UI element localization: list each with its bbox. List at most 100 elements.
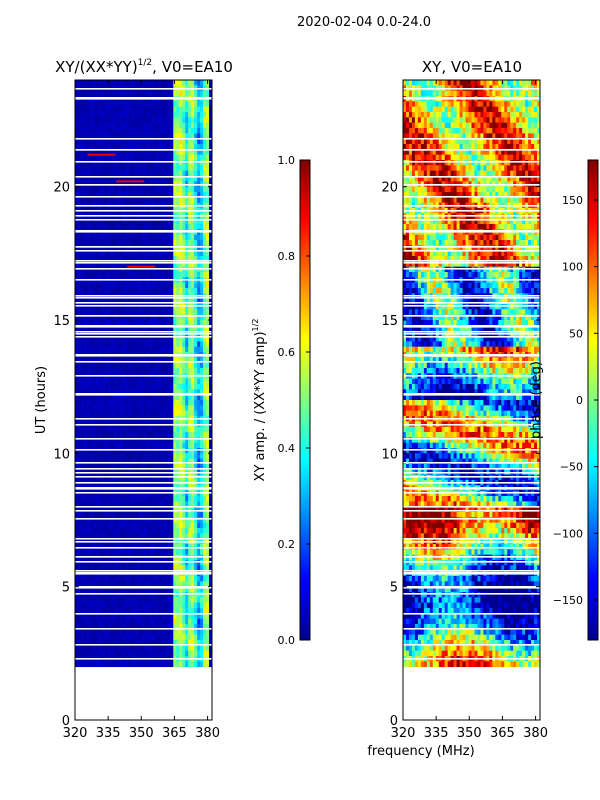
- left-heatmap-cell: [200, 272, 204, 278]
- left-heatmap-cell: [75, 437, 79, 444]
- left-heatmap-cell: [188, 597, 192, 604]
- left-heatmap-cell: [188, 432, 192, 438]
- left-heatmap-cell: [146, 197, 150, 204]
- left-heatmap-cell: [131, 410, 135, 417]
- left-heatmap-cell: [146, 602, 150, 609]
- left-heatmap-cell: [176, 629, 180, 636]
- left-heatmap-cell: [125, 272, 130, 278]
- left-heatmap-cell: [203, 154, 207, 161]
- left-heatmap-cell: [110, 165, 115, 172]
- left-heatmap-cell: [107, 234, 112, 241]
- left-heatmap-cell: [80, 304, 85, 310]
- left-heatmap-cell: [191, 314, 195, 321]
- left-heatmap-cell: [131, 506, 135, 513]
- left-heatmap-cell: [158, 597, 162, 604]
- left-heatmap-cell: [80, 133, 85, 140]
- left-heatmap-cell: [164, 133, 168, 140]
- left-heatmap-cell: [152, 506, 156, 513]
- left-heatmap-cell: [116, 106, 121, 113]
- left-heatmap-cell: [101, 282, 106, 289]
- left-heatmap-cell: [116, 608, 121, 614]
- left-heatmap-cell: [176, 410, 180, 417]
- left-heatmap-cell: [75, 272, 79, 278]
- left-heatmap-cell: [98, 650, 103, 657]
- left-heatmap-cell: [194, 576, 198, 582]
- left-heatmap-cell: [170, 309, 174, 316]
- left-heatmap-cell: [191, 512, 195, 518]
- left-heatmap-cell: [104, 608, 109, 614]
- left-heatmap-cell: [200, 160, 204, 166]
- left-heatmap-cell: [140, 512, 144, 518]
- left-heatmap-cell: [155, 528, 159, 534]
- left-heatmap-cell: [158, 544, 162, 550]
- left-heatmap-cell: [80, 176, 85, 182]
- left-heatmap-cell: [182, 586, 186, 593]
- left-heatmap-cell: [200, 602, 204, 609]
- left-heatmap-cell: [86, 506, 91, 513]
- left-heatmap-cell: [95, 149, 100, 156]
- left-heatmap-cell: [161, 496, 165, 502]
- left-heatmap-cell: [164, 112, 168, 118]
- left-heatmap-cell: [113, 261, 118, 268]
- left-heatmap-cell: [137, 304, 141, 310]
- left-heatmap-cell: [203, 309, 207, 316]
- left-heatmap-cell: [98, 501, 103, 508]
- left-heatmap-cell: [107, 197, 112, 204]
- left-heatmap-cell: [83, 400, 88, 406]
- left-heatmap-cell: [107, 240, 112, 246]
- left-heatmap-cell: [137, 512, 141, 518]
- left-heatmap-cell: [206, 154, 210, 161]
- left-heatmap-cell: [197, 309, 201, 316]
- left-heatmap-cell: [206, 362, 210, 369]
- left-heatmap-cell: [137, 645, 141, 652]
- left-heatmap-cell: [101, 261, 106, 268]
- left-heatmap-cell: [170, 437, 174, 444]
- left-heatmap-cell: [140, 362, 144, 369]
- left-heatmap-cell: [182, 410, 186, 417]
- left-heatmap-cell: [113, 448, 118, 454]
- left-heatmap-cell: [173, 144, 177, 150]
- left-heatmap-cell: [158, 501, 162, 508]
- left-heatmap-cell: [119, 362, 124, 369]
- left-heatmap-cell: [155, 298, 159, 305]
- left-heatmap-cell: [98, 176, 103, 182]
- left-heatmap-cell: [140, 522, 144, 529]
- left-heatmap-cell: [86, 512, 91, 518]
- left-heatmap-cell: [170, 389, 174, 396]
- left-heatmap-cell: [143, 101, 147, 108]
- left-heatmap-cell: [137, 533, 141, 540]
- left-heatmap-cell: [146, 576, 150, 582]
- left-heatmap-cell: [173, 576, 177, 582]
- left-heatmap-cell: [110, 106, 115, 113]
- left-heatmap-cell: [131, 442, 135, 449]
- left-heatmap-cell: [137, 336, 141, 342]
- left-heatmap-cell: [155, 282, 159, 289]
- left-heatmap-cell: [75, 586, 79, 593]
- left-heatmap-cell: [86, 458, 91, 465]
- left-heatmap-cell: [140, 149, 144, 156]
- left-heatmap-cell: [146, 634, 150, 641]
- left-heatmap-cell: [122, 144, 127, 150]
- left-heatmap-cell: [119, 624, 124, 630]
- left-heatmap-cell: [122, 218, 127, 225]
- left-heatmap-cell: [113, 442, 118, 449]
- left-heatmap-cell: [179, 533, 183, 540]
- left-heatmap-cell: [191, 309, 195, 316]
- left-heatmap-cell: [173, 186, 177, 193]
- left-heatmap-cell: [86, 117, 91, 124]
- left-heatmap-cell: [155, 165, 159, 172]
- left-heatmap-cell: [101, 112, 106, 118]
- left-heatmap-cell: [77, 250, 82, 257]
- left-heatmap-cell: [179, 400, 183, 406]
- left-heatmap-cell: [167, 106, 171, 113]
- left-heatmap-cell: [182, 624, 186, 630]
- left-heatmap-cell: [188, 186, 192, 193]
- left-heatmap-cell: [155, 186, 159, 193]
- left-heatmap-cell: [101, 533, 106, 540]
- left-heatmap-cell: [83, 645, 88, 652]
- left-heatmap-cell: [131, 80, 135, 86]
- left-heatmap-cell: [95, 336, 100, 342]
- left-heatmap-cell: [119, 133, 124, 140]
- left-heatmap-cell: [161, 410, 165, 417]
- left-heatmap-cell: [116, 405, 121, 412]
